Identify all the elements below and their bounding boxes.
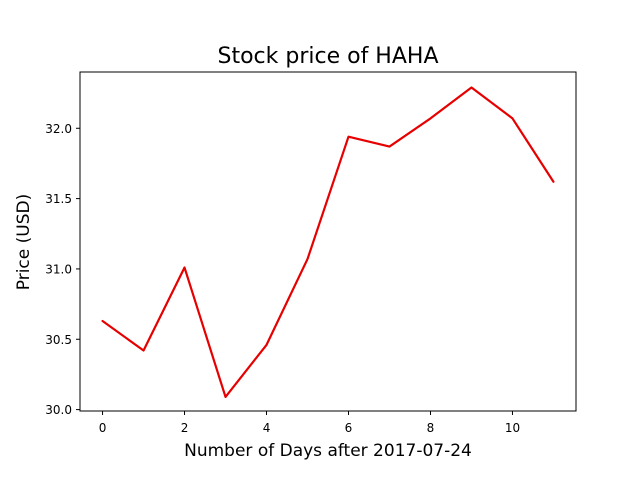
x-tick-label: 0 xyxy=(99,421,107,435)
plot-area: 0 2 4 6 8 10 30.0 30.5 31.0 31.5 32.0 xyxy=(45,71,577,435)
x-tick-label: 6 xyxy=(345,421,353,435)
x-tick-label: 10 xyxy=(505,421,520,435)
y-tick-label: 32.0 xyxy=(45,122,72,136)
axes-frame xyxy=(79,71,577,412)
y-tick-label: 31.0 xyxy=(45,262,72,276)
chart-title: Stock price of HAHA xyxy=(217,44,438,69)
y-axis-ticks: 30.0 30.5 31.0 31.5 32.0 xyxy=(45,122,80,417)
x-axis-ticks: 0 2 4 6 8 10 xyxy=(99,411,520,435)
y-axis-label: Price (USD) xyxy=(14,194,34,290)
y-tick-label: 30.0 xyxy=(45,403,72,417)
x-tick-label: 8 xyxy=(427,421,435,435)
x-tick-label: 2 xyxy=(181,421,189,435)
x-axis-label: Number of Days after 2017-07-24 xyxy=(184,441,472,461)
y-tick-label: 31.5 xyxy=(45,192,72,206)
y-tick-label: 30.5 xyxy=(45,333,72,347)
price-line xyxy=(101,86,555,399)
x-tick-label: 4 xyxy=(263,421,271,435)
